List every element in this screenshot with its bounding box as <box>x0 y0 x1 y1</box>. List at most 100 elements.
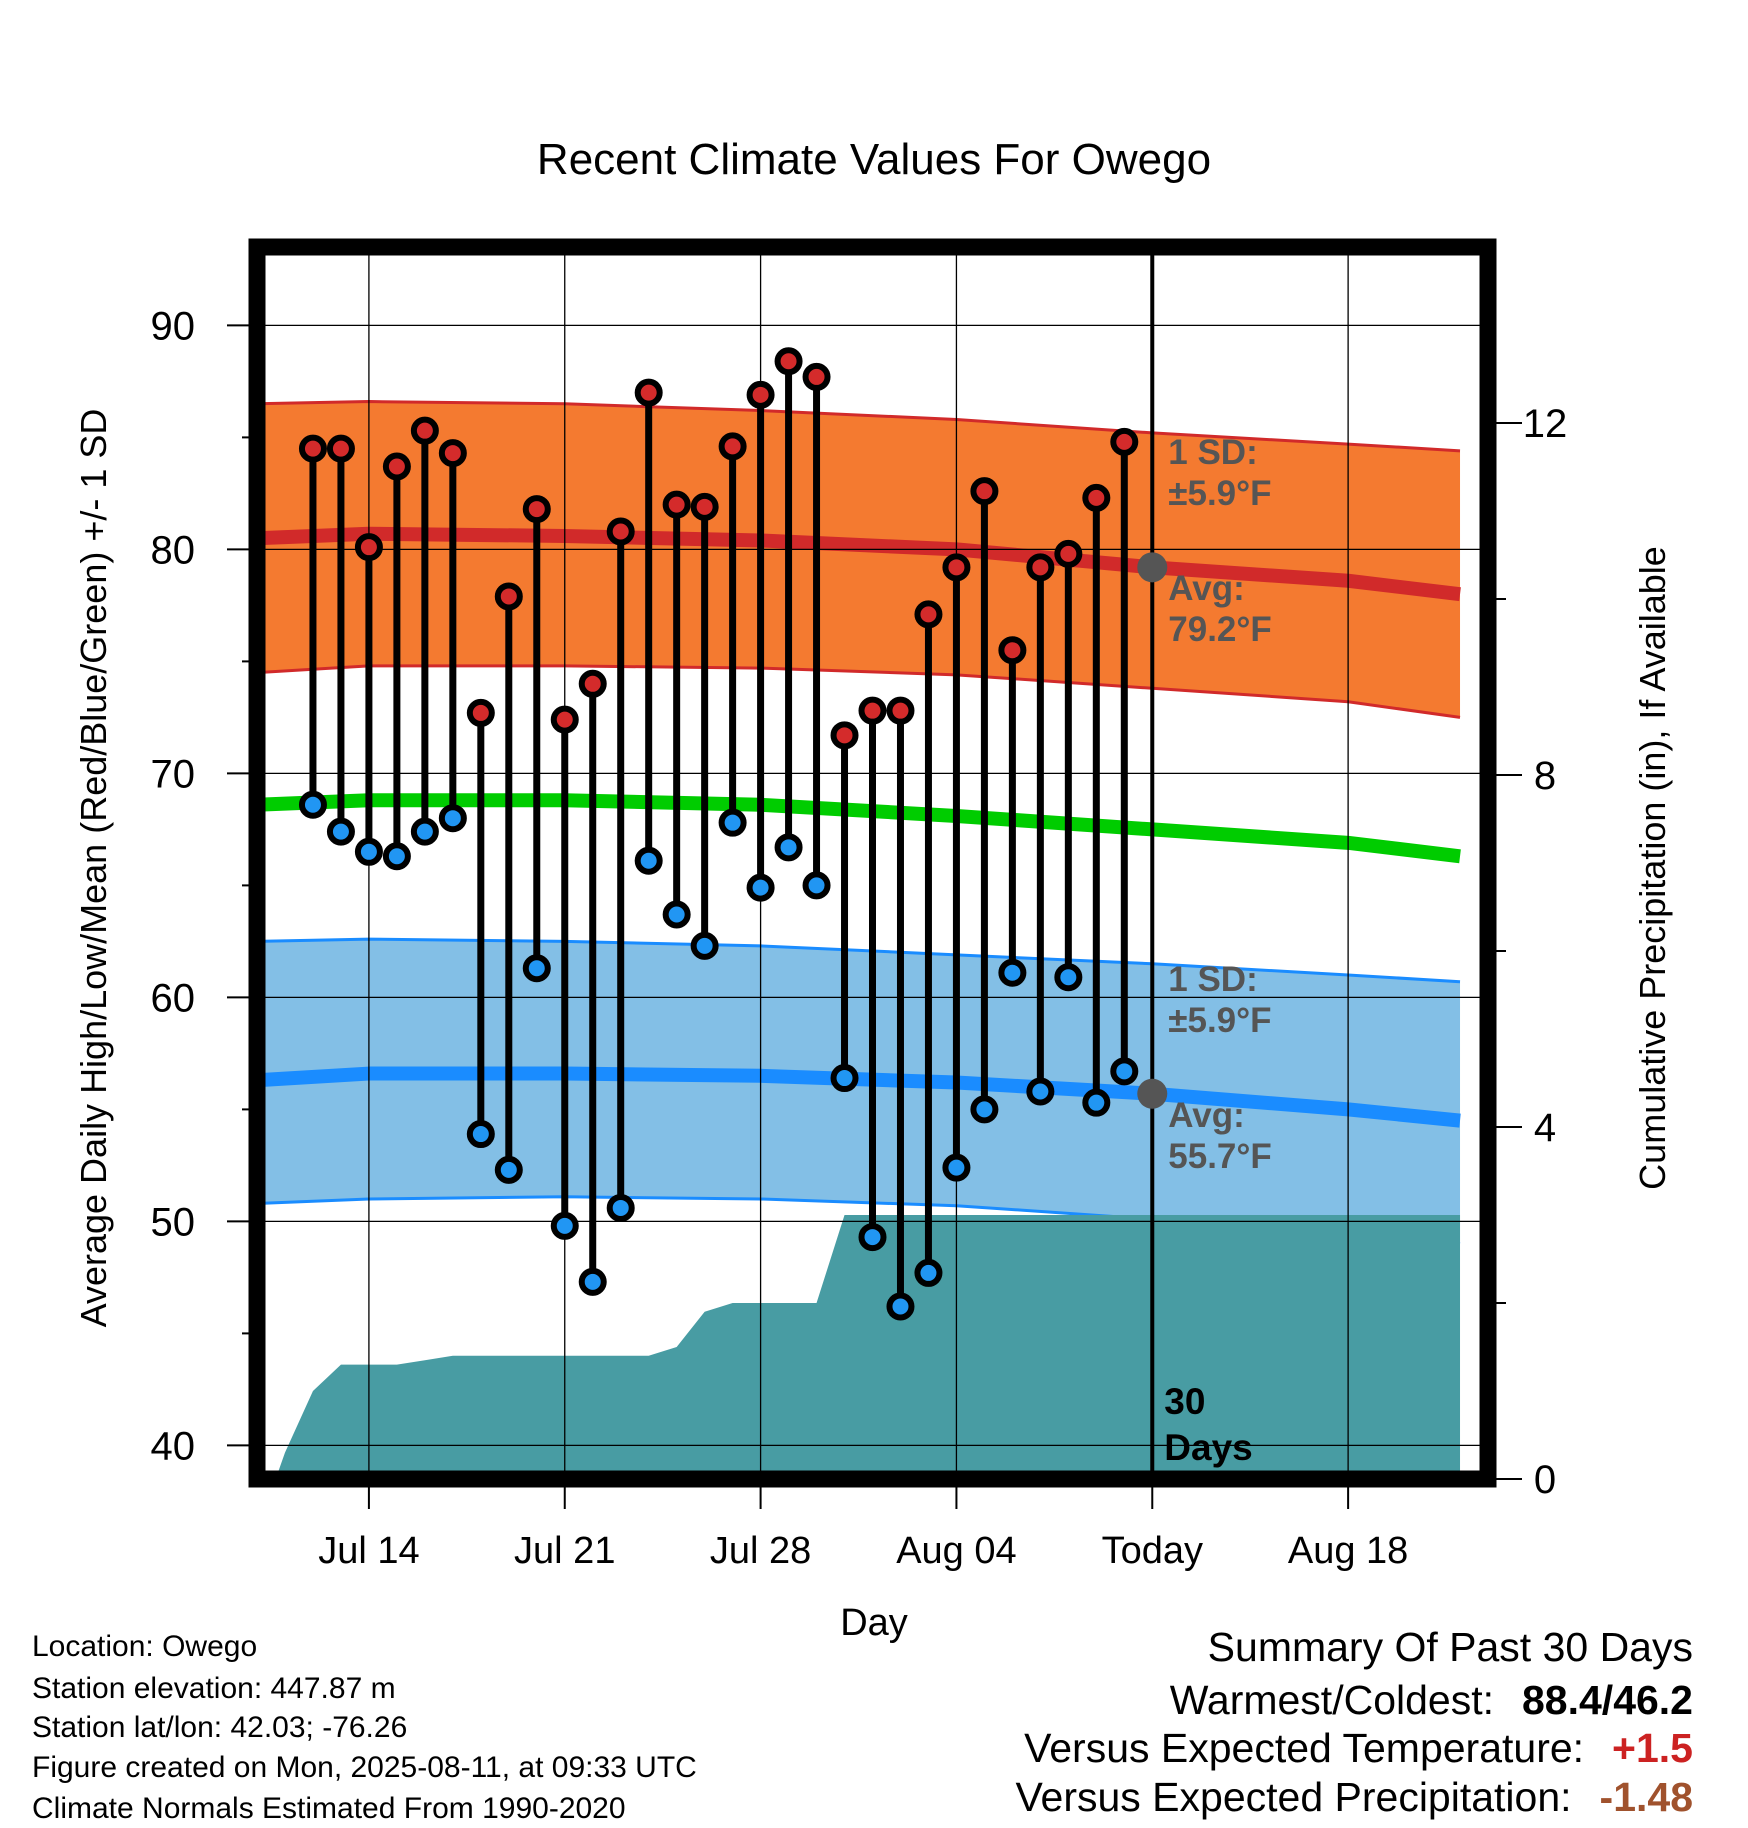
y-tick-label-left: 90 <box>151 304 196 348</box>
daily-high-point <box>774 347 803 376</box>
daily-low-point <box>886 1292 915 1321</box>
low-sd-annotation: 1 SD: <box>1168 960 1257 999</box>
daily-high-point <box>858 696 887 725</box>
daily-high-point <box>914 600 943 629</box>
daily-high-point <box>802 362 831 391</box>
location-text: Location: Owego <box>32 1630 258 1663</box>
y-tick-label-left: 40 <box>151 1424 196 1468</box>
summary-title: Summary Of Past 30 Days <box>1207 1624 1693 1670</box>
x-tick-label: Jul 28 <box>710 1530 811 1572</box>
high-avg-annotation: Avg: <box>1168 569 1244 608</box>
precip-label: Versus Expected Precipitation: <box>1015 1774 1572 1820</box>
today-high-marker <box>1137 552 1168 583</box>
daily-high-point <box>690 492 719 521</box>
warmest-value: 88.4/46.2 <box>1522 1677 1693 1723</box>
daily-low-point <box>746 873 775 902</box>
daily-low-point <box>858 1223 887 1252</box>
y-tick-label-right: 0 <box>1534 1458 1556 1502</box>
daily-high-point <box>1110 427 1139 456</box>
days-annotation: Days <box>1164 1427 1252 1468</box>
y-tick-label-left: 80 <box>151 528 196 572</box>
daily-low-point <box>578 1267 607 1296</box>
normals-text: Climate Normals Estimated From 1990-2020 <box>32 1792 626 1825</box>
x-tick-label: Jul 14 <box>318 1530 419 1572</box>
y-tick-label-left: 70 <box>151 752 196 796</box>
daily-high-point <box>550 705 579 734</box>
daily-low-point <box>410 817 439 846</box>
x-tick-label: Jul 21 <box>514 1530 615 1572</box>
daily-high-point <box>522 495 551 524</box>
daily-high-point <box>354 533 383 562</box>
daily-high-point <box>326 434 355 463</box>
summary-precip-row: Versus Expected Precipitation: -1.48 <box>1015 1777 1693 1818</box>
x-tick-label: Today <box>1102 1530 1203 1572</box>
daily-high-point <box>1054 539 1083 568</box>
normal-mean-line <box>257 793 1461 864</box>
plot-content <box>257 247 1488 1479</box>
daily-high-point <box>942 553 971 582</box>
daily-high-point <box>382 452 411 481</box>
high-sd-annotation: 1 SD: <box>1168 433 1257 472</box>
daily-high-point <box>1026 553 1055 582</box>
daily-low-point <box>998 958 1027 987</box>
daily-low-point <box>438 804 467 833</box>
daily-low-point <box>494 1155 523 1184</box>
x-axis-label: Day <box>840 1602 908 1644</box>
daily-low-point <box>1054 963 1083 992</box>
today-low-marker <box>1137 1078 1168 1109</box>
daily-low-point <box>662 900 691 929</box>
high-band-upper-edge <box>257 400 1461 453</box>
low-avg-annotation: Avg: <box>1168 1096 1244 1135</box>
daily-low-point <box>690 931 719 960</box>
daily-high-point <box>1082 483 1111 512</box>
daily-high-point <box>746 380 775 409</box>
summary-temp-row: Versus Expected Temperature: +1.5 <box>1024 1728 1693 1769</box>
high-sd-band <box>257 401 1461 718</box>
daily-low-point <box>606 1193 635 1222</box>
daily-low-point <box>522 954 551 983</box>
created-text: Figure created on Mon, 2025-08-11, at 09… <box>32 1751 697 1784</box>
daily-low-point <box>970 1095 999 1124</box>
daily-low-point <box>830 1064 859 1093</box>
x-tick-label: Aug 04 <box>896 1530 1016 1572</box>
daily-high-point <box>886 696 915 725</box>
daily-low-point <box>1082 1088 1111 1117</box>
daily-low-point <box>466 1120 495 1149</box>
daily-low-point <box>550 1211 579 1240</box>
daily-low-point <box>1110 1057 1139 1086</box>
daily-high-point <box>494 582 523 611</box>
plot-frame <box>248 238 1497 1488</box>
temp-value: +1.5 <box>1612 1725 1693 1771</box>
chart-title: Recent Climate Values For Owego <box>537 135 1211 184</box>
low-band-upper-edge <box>257 937 1461 984</box>
y-tick-label-right: 12 <box>1523 402 1568 446</box>
normal-high-line <box>257 526 1461 602</box>
temp-label: Versus Expected Temperature: <box>1024 1725 1585 1771</box>
daily-high-point <box>634 378 663 407</box>
daily-low-point <box>914 1258 943 1287</box>
daily-low-point <box>1026 1077 1055 1106</box>
days-annotation: 30 <box>1164 1381 1205 1422</box>
high-band-lower-edge <box>257 664 1461 719</box>
x-tick-label: Aug 18 <box>1288 1530 1408 1572</box>
daily-high-point <box>970 477 999 506</box>
daily-low-point <box>298 790 327 819</box>
y-axis-label-right: Cumulative Precipitation (in), If Availa… <box>1632 546 1673 1190</box>
y-axis-label-left: Average Daily High/Low/Mean (Red/Blue/Gr… <box>73 409 114 1328</box>
daily-high-point <box>410 416 439 445</box>
low-sd-annotation: ±5.9°F <box>1168 1001 1271 1040</box>
daily-low-point <box>802 871 831 900</box>
daily-high-point <box>998 636 1027 665</box>
daily-high-point <box>466 698 495 727</box>
summary-warmest-row: Warmest/Coldest: 88.4/46.2 <box>1170 1680 1693 1721</box>
precip-area <box>275 1215 1461 1479</box>
low-sd-band <box>257 939 1461 1244</box>
daily-high-point <box>438 439 467 468</box>
daily-low-point <box>774 833 803 862</box>
high-sd-annotation: ±5.9°F <box>1168 474 1271 513</box>
daily-high-point <box>606 517 635 546</box>
low-avg-annotation: 55.7°F <box>1168 1137 1272 1176</box>
daily-low-point <box>942 1153 971 1182</box>
